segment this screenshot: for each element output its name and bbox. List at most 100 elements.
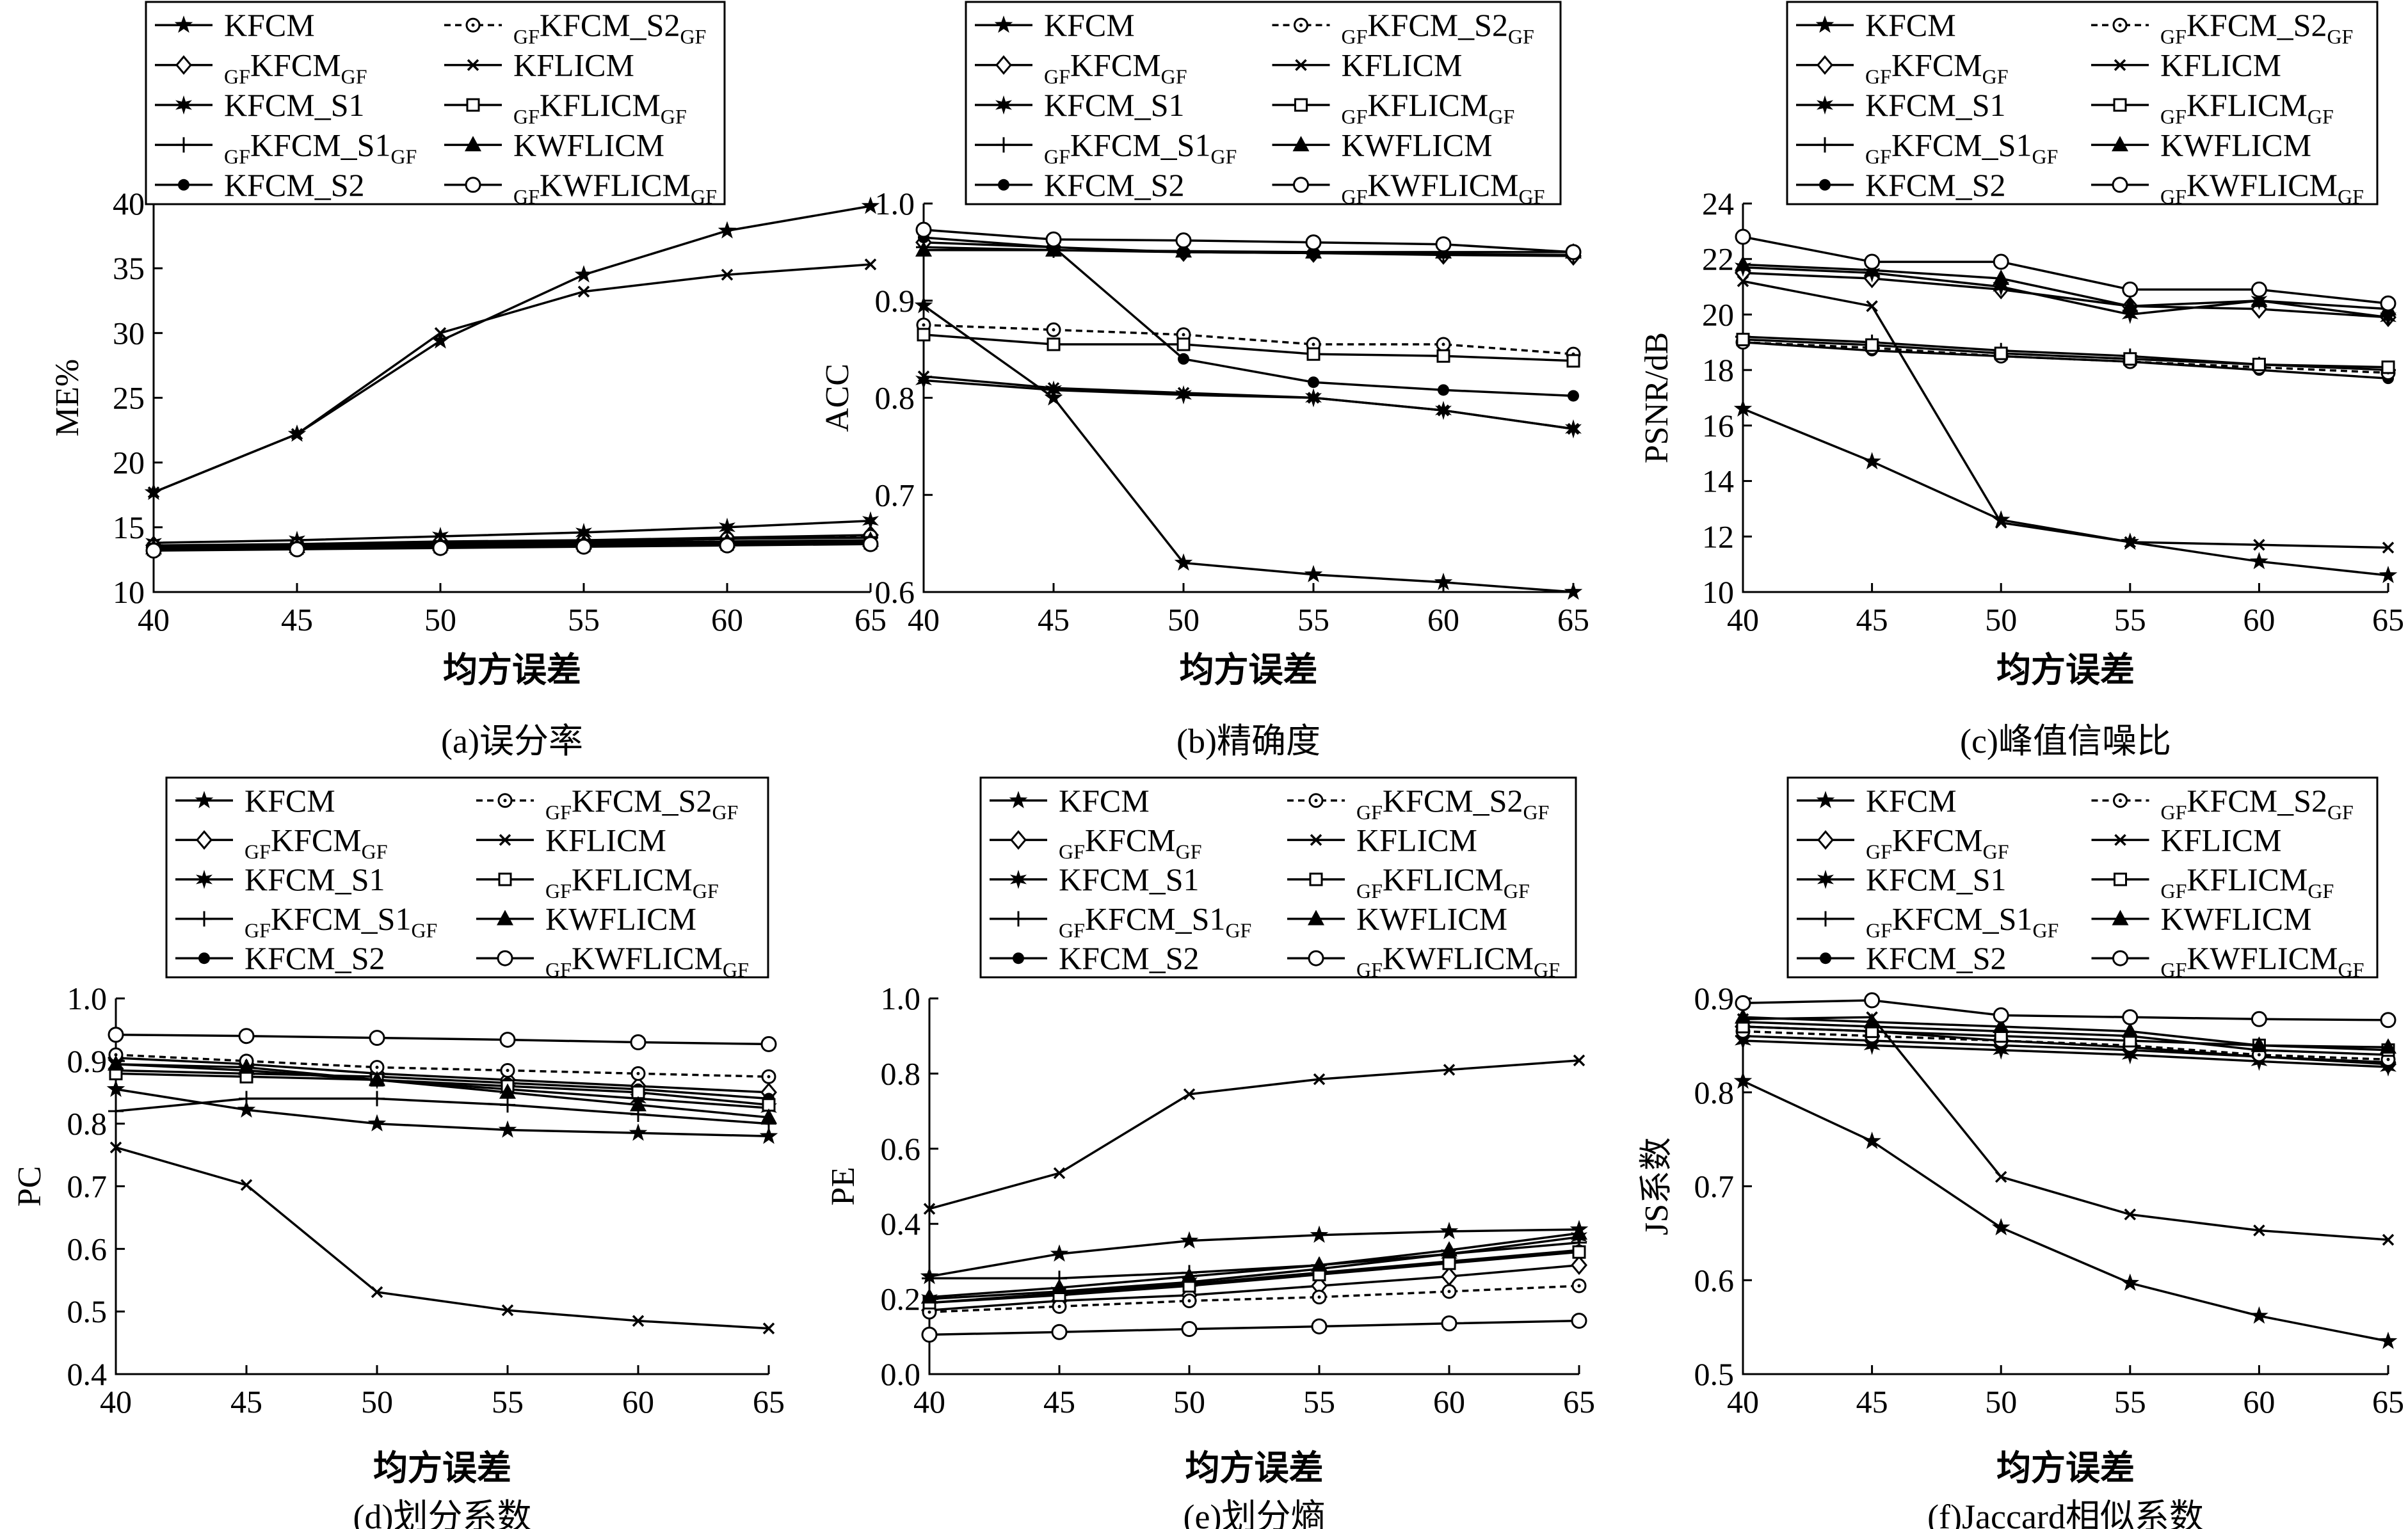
legend-marker	[175, 55, 192, 75]
legend-marker	[2112, 950, 2128, 966]
legend-label: GFKFCM_S1GF	[1044, 127, 1237, 168]
legend-marker	[1308, 950, 1324, 966]
y-tick-label: 0.6	[1694, 1262, 1735, 1298]
legend-item-kfcm: KFCM	[990, 783, 1150, 819]
legend-label: KFCM_S1	[224, 87, 365, 123]
data-point	[2253, 1224, 2265, 1237]
x-tick-label: 55	[568, 602, 600, 637]
series-line	[115, 1057, 769, 1094]
series-line	[1742, 341, 2389, 380]
legend-marker	[497, 909, 513, 925]
data-point-center	[114, 1053, 118, 1057]
data-point	[759, 1126, 778, 1144]
y-axis-label: PC	[12, 1166, 48, 1207]
legend-item-gfkflicmgf: GFKFLICMGF	[2091, 861, 2334, 902]
series-line	[923, 333, 1574, 362]
legend-item-kflicm: KFLICM	[476, 822, 666, 858]
data-point	[145, 542, 162, 559]
x-axis-label: 均方误差	[1180, 651, 1318, 689]
data-point	[2121, 1273, 2140, 1291]
data-point-center	[927, 1310, 931, 1314]
legend-label: GFKFCM_S2GF	[1356, 783, 1549, 824]
legend-item-gfkfcm-s1gf: GFKFCM_S1GF	[990, 901, 1251, 942]
legend-item-kflicm: KFLICM	[1287, 822, 1477, 858]
x-tick-label: 55	[1303, 1384, 1335, 1420]
series-gfkfcm-s2gf	[108, 1047, 776, 1084]
series-line	[115, 1069, 769, 1100]
legend-label: KFCM_S2	[1865, 167, 2006, 203]
legend-marker	[1009, 790, 1028, 808]
chart-panel-5: 0.0 0.2 0.4 0.6 0.8 1.0 40 45 50 55 60 65 PE 均方误差 (e)划…	[825, 776, 1595, 1529]
x-tick-label: 50	[1985, 1384, 2017, 1420]
legend-label: GFKFCM_S1GF	[1865, 127, 2058, 168]
x-tick-label: 60	[2243, 1384, 2275, 1420]
legend-item-gfkwflicmgf: GFKWFLICMGF	[444, 167, 717, 208]
y-tick-label: 0.6	[881, 1131, 921, 1167]
data-point	[575, 538, 592, 555]
legend-label: GFKFCM_S2GF	[1342, 7, 1534, 48]
legend-marker-center	[2118, 23, 2122, 27]
series-line	[153, 519, 871, 544]
series-line	[153, 539, 871, 549]
legend-item-gfkflicmgf: GFKFLICMGF	[1287, 861, 1530, 902]
legend-label: GFKWFLICMGF	[1356, 940, 1560, 981]
data-point	[915, 371, 932, 390]
data-point	[2251, 281, 2267, 298]
series-kflicm	[917, 370, 1580, 435]
legend-label: GFKWFLICMGF	[545, 940, 749, 981]
legend-label: KFLICM	[2161, 822, 2282, 858]
data-point-center	[375, 1066, 379, 1069]
legend-item-gfkflicmgf: GFKFLICMGF	[476, 861, 719, 902]
y-tick-label: 0.6	[875, 574, 915, 610]
data-point	[1183, 1088, 1196, 1100]
x-tick-label: 65	[2372, 602, 2404, 637]
legend-label: KFCM_S2	[245, 940, 385, 976]
data-point	[367, 1114, 387, 1132]
data-point	[500, 1097, 515, 1113]
y-axis-label: JS系数	[1639, 1137, 1675, 1235]
data-point	[1051, 1324, 1068, 1340]
y-tick-label: 0.2	[881, 1281, 921, 1317]
y-axis-label: PE	[825, 1167, 862, 1206]
series-line	[1742, 999, 2389, 1021]
series-kfcm-s1	[915, 371, 1582, 439]
legend-item-gfkfcm-s2gf: GFKFCM_S2GF	[444, 7, 706, 48]
series-kfcm	[1733, 1071, 2398, 1349]
series-line	[922, 304, 1574, 593]
data-point	[577, 285, 590, 298]
legend-item-gfkwflicmgf: GFKWFLICMGF	[2091, 167, 2364, 208]
data-point	[2380, 307, 2396, 327]
legend-marker	[1818, 911, 1833, 927]
data-point	[1733, 399, 1753, 417]
data-point	[2380, 1038, 2396, 1054]
series-gfkwflicmgf	[108, 1027, 777, 1052]
data-point-center	[506, 1069, 510, 1073]
data-point	[1565, 419, 1582, 439]
data-point	[1866, 300, 1878, 312]
series-kflicm	[923, 1054, 1585, 1215]
x-tick-label: 40	[908, 602, 940, 637]
x-tick-label: 50	[361, 1384, 393, 1420]
data-point	[2381, 360, 2395, 374]
legend-marker	[2113, 98, 2127, 112]
series-line	[929, 1241, 1580, 1280]
legend-label: KFLICM	[513, 47, 634, 83]
chart-panel-3: 10 12 14 16 18 20 22 24 40 45 50 55 60 65 PSNR/dB 均方误差 (…	[1639, 1, 2404, 760]
legend-marker-center	[471, 23, 475, 27]
legend-item-kfcm-s2: KFCM_S2	[155, 167, 365, 203]
data-point	[237, 1100, 256, 1118]
data-point	[1863, 452, 1881, 470]
series-gfkwflicmgf	[915, 221, 1582, 260]
series-line	[929, 1249, 1580, 1304]
x-tick-label: 50	[1168, 602, 1200, 637]
chart-panel-4: 0.4 0.5 0.6 0.7 0.8 0.9 1.0 40 45 50 55 60 65 PC 均方误差 (…	[12, 776, 785, 1529]
legend-item-kfcm-s2: KFCM_S2	[975, 167, 1185, 203]
data-point-center	[1182, 333, 1185, 337]
data-point	[2251, 291, 2268, 307]
data-point	[914, 296, 933, 314]
data-point	[2123, 352, 2137, 366]
y-axis-label: ME%	[49, 359, 86, 436]
legend-item-gfkflicmgf: GFKFLICMGF	[2091, 87, 2334, 128]
